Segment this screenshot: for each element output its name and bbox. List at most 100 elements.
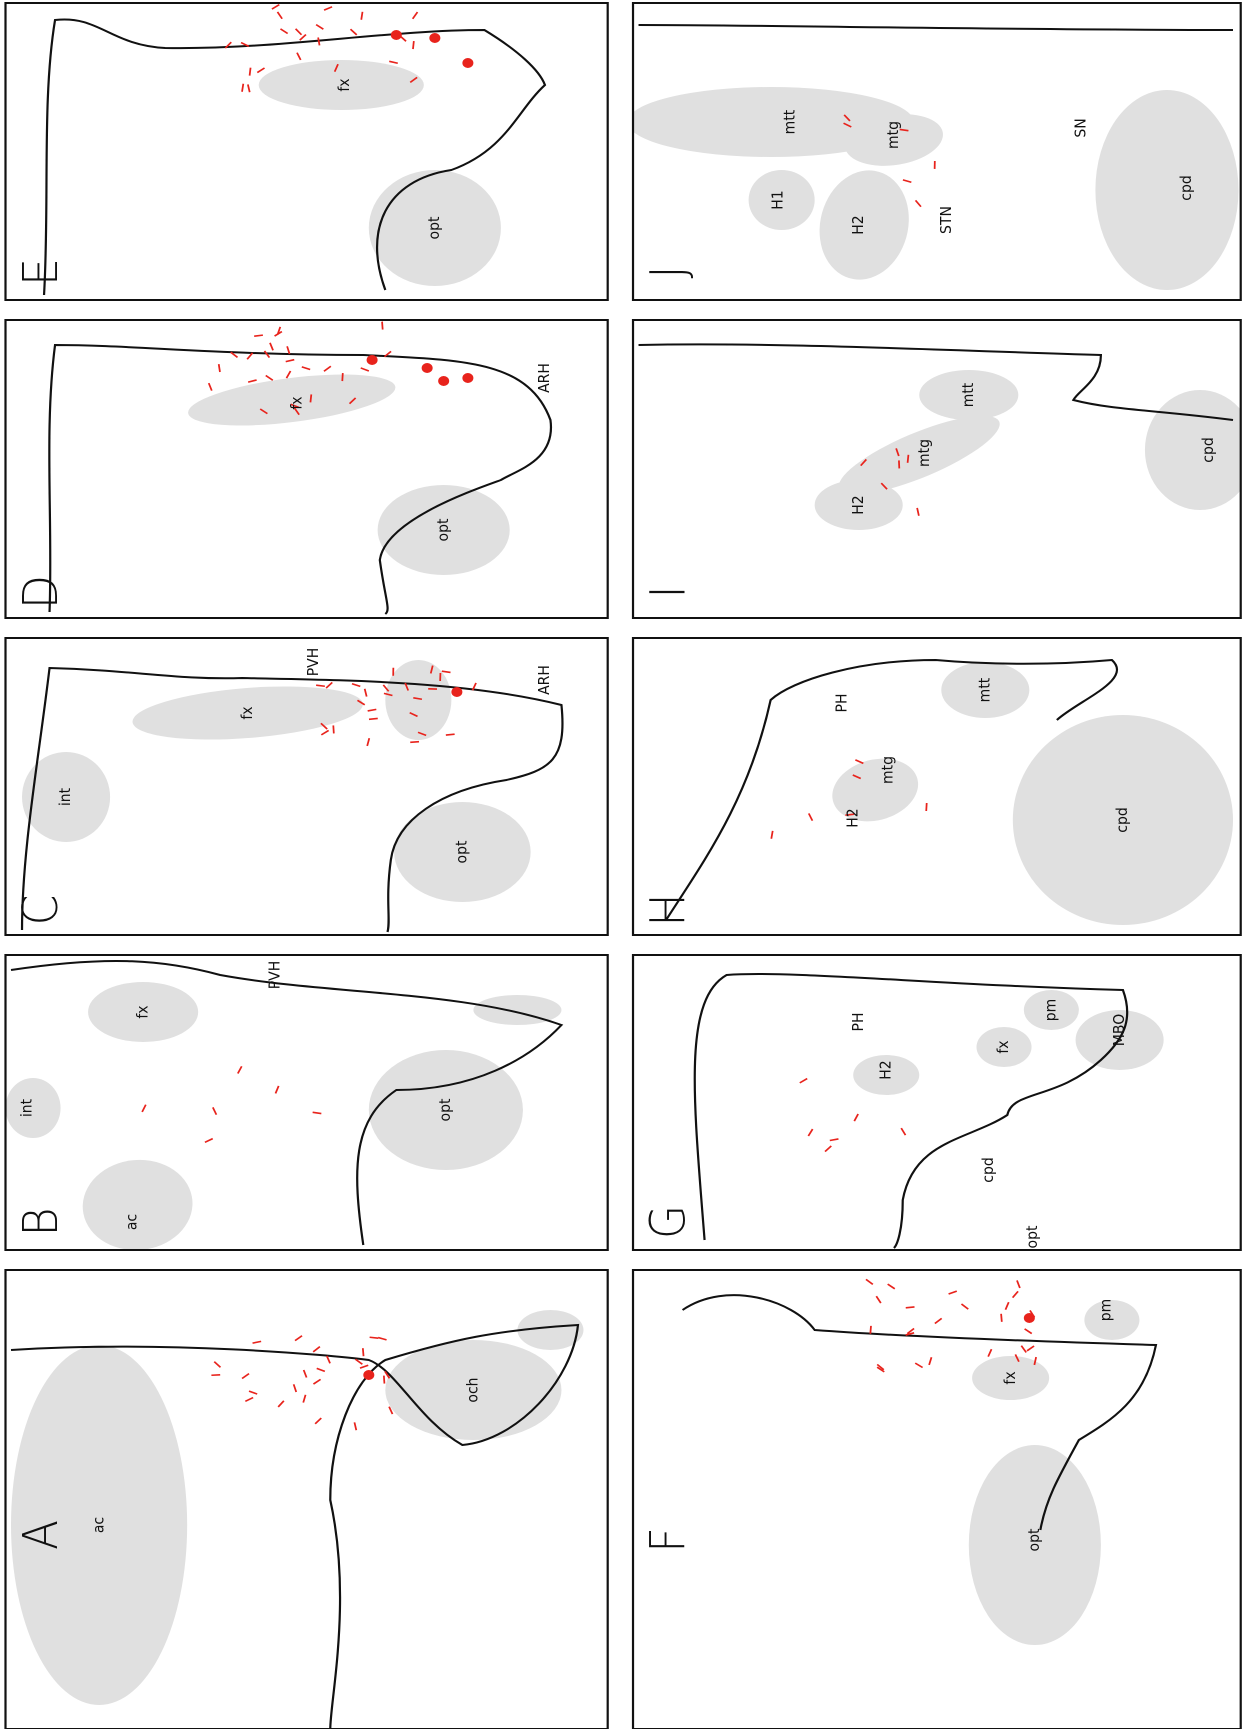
- labeled-fiber: [250, 68, 251, 76]
- labeled-cell: [422, 363, 433, 373]
- labeled-fiber: [142, 1105, 146, 1112]
- panel-content: intfxPVHARHoptC: [12, 648, 562, 932]
- region-label: fx: [134, 1005, 152, 1018]
- labeled-fiber: [809, 813, 813, 820]
- labeled-fiber: [382, 322, 383, 330]
- labeled-fiber: [317, 1368, 325, 1371]
- labeled-fiber: [276, 1086, 279, 1093]
- labeled-cell: [1024, 1313, 1035, 1323]
- labeled-fiber: [248, 380, 256, 382]
- region-label: STN: [937, 206, 955, 234]
- labeled-fiber: [1001, 1314, 1002, 1322]
- labeled-fiber: [367, 738, 369, 746]
- panel: fxoptE: [6, 0, 608, 300]
- labeled-fiber: [1027, 1346, 1034, 1351]
- labeled-fiber: [214, 1362, 220, 1368]
- labeled-fiber: [303, 1395, 305, 1403]
- labeled-fiber: [296, 29, 302, 35]
- gray-region: [1145, 390, 1244, 510]
- labeled-fiber: [917, 508, 919, 516]
- panel-letter: D: [12, 575, 69, 609]
- labeled-fiber: [360, 1365, 368, 1368]
- region-label: ARH: [536, 363, 554, 393]
- region-label: H2: [844, 808, 862, 827]
- figure-body: fxoptEfxoptARHDintfxPVHARHoptCintacfxPVH…: [6, 0, 1244, 1729]
- labeled-fiber: [369, 718, 378, 719]
- labeled-fiber: [352, 684, 360, 687]
- labeled-fiber: [354, 1422, 356, 1430]
- labeled-fiber: [315, 1418, 321, 1424]
- labeled-fiber: [908, 455, 909, 463]
- gray-region: [823, 748, 928, 832]
- labeled-fiber: [257, 68, 264, 73]
- labeled-fiber: [300, 35, 306, 41]
- panel-content: acochA: [11, 1310, 583, 1729]
- labeled-fiber: [1005, 1302, 1008, 1309]
- region-label: ac: [90, 1517, 108, 1533]
- labeled-fiber: [413, 12, 418, 19]
- labeled-fiber: [278, 1401, 284, 1407]
- labeled-fiber: [876, 1296, 881, 1303]
- region-label: cpd: [1177, 175, 1195, 200]
- labeled-fiber: [310, 394, 311, 402]
- labeled-fiber: [825, 1146, 831, 1152]
- region-label: fx: [995, 1040, 1013, 1053]
- labeled-cell: [391, 30, 402, 40]
- labeled-fiber: [350, 29, 356, 35]
- panel: fxoptARHD: [6, 320, 608, 618]
- labeled-fiber: [949, 1291, 957, 1294]
- region-label: opt: [453, 840, 471, 863]
- region-label: mtg: [885, 121, 903, 149]
- labeled-fiber: [213, 1107, 217, 1114]
- gray-region: [1095, 90, 1238, 290]
- labeled-fiber: [219, 364, 220, 372]
- labeled-fiber: [1021, 1346, 1026, 1353]
- region-label: mtt: [959, 382, 977, 407]
- labeled-fiber: [363, 1348, 364, 1356]
- labeled-fiber: [915, 1363, 922, 1367]
- labeled-fiber: [287, 346, 289, 354]
- labeled-cell: [462, 58, 473, 68]
- region-label: opt: [425, 216, 443, 239]
- region-label: int: [18, 1099, 36, 1117]
- labeled-fiber: [295, 1336, 302, 1341]
- labeled-fiber: [318, 37, 319, 45]
- labeled-fiber: [800, 1079, 807, 1083]
- region-label: cpd: [979, 1157, 997, 1182]
- labeled-fiber: [1025, 1329, 1032, 1334]
- panel-letter: H: [640, 893, 697, 926]
- region-label: int: [57, 788, 75, 806]
- labeled-fiber: [270, 343, 273, 350]
- panel: pmfxoptF: [633, 1270, 1241, 1729]
- labeled-fiber: [333, 725, 334, 733]
- labeled-fiber: [302, 367, 310, 370]
- labeled-fiber: [254, 335, 263, 336]
- panel-content: mttmtgH2cpdI: [639, 344, 1244, 598]
- labeled-fiber: [370, 1337, 379, 1338]
- panel: mttmtgH1H2STNSNcpdJ: [628, 3, 1241, 300]
- panel-content: fxoptARHD: [12, 322, 553, 614]
- labeled-fiber: [906, 1307, 915, 1308]
- region-label: MBO: [1110, 1014, 1128, 1046]
- region-label: PH: [849, 1013, 867, 1032]
- labeled-fiber: [249, 0, 257, 1]
- labeled-fiber: [245, 1398, 253, 1402]
- labeled-fiber: [248, 84, 250, 92]
- labeled-fiber: [286, 360, 295, 362]
- labeled-fiber: [442, 671, 451, 672]
- labeled-fiber: [446, 734, 455, 735]
- labeled-fiber: [870, 1326, 871, 1334]
- labeled-fiber: [321, 730, 328, 734]
- labeled-fiber: [326, 682, 332, 688]
- panel-letter: J: [640, 266, 697, 279]
- labeled-fiber: [771, 831, 772, 839]
- labeled-cell: [367, 355, 378, 365]
- region-label: ARH: [536, 665, 554, 695]
- region-label: H2: [849, 215, 867, 234]
- region-label: opt: [436, 1098, 454, 1121]
- labeled-fiber: [313, 1379, 320, 1384]
- labeled-fiber: [901, 1128, 905, 1135]
